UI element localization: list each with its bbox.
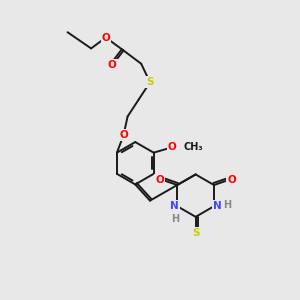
Text: N: N: [170, 201, 179, 211]
Text: O: O: [119, 130, 128, 140]
Text: O: O: [227, 175, 236, 185]
Text: O: O: [167, 142, 176, 152]
Text: O: O: [155, 175, 164, 185]
Text: CH₃: CH₃: [183, 142, 203, 152]
Text: H: H: [171, 214, 179, 224]
Text: O: O: [101, 32, 110, 43]
Text: O: O: [108, 60, 117, 70]
Text: S: S: [192, 228, 200, 238]
Text: H: H: [223, 200, 231, 210]
Text: N: N: [213, 201, 221, 211]
Text: S: S: [146, 77, 154, 87]
